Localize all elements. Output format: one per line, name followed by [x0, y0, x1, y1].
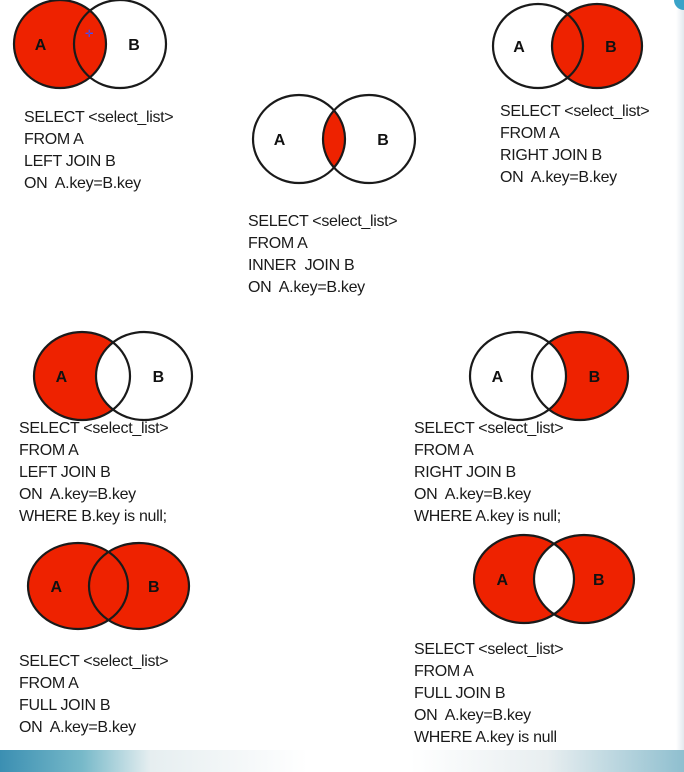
sql-line: RIGHT JOIN B	[500, 147, 602, 164]
intersection-area	[96, 332, 130, 420]
circle-a-outline	[12, 0, 108, 90]
label-b: B	[148, 579, 160, 596]
sql-line: SELECT <select_list>	[500, 103, 650, 120]
label-b: B	[153, 369, 165, 386]
circle-b-outline	[530, 330, 630, 422]
sql-line: FROM A	[248, 235, 308, 252]
label-a: A	[513, 39, 525, 56]
sql-line: SELECT <select_list>	[414, 420, 564, 437]
sql-line: SELECT <select_list>	[19, 420, 169, 437]
sql-line: FROM A	[414, 663, 474, 680]
sql-line: ON A.key=B.key	[19, 486, 136, 503]
label-b: B	[128, 37, 140, 54]
sql-line: LEFT JOIN B	[19, 464, 111, 481]
label-a: A	[51, 579, 63, 596]
sql-line: ON A.key=B.key	[500, 169, 617, 186]
circle-a-outline	[26, 541, 130, 631]
circle-a-outline	[32, 330, 132, 422]
sql-line: FROM A	[414, 442, 474, 459]
circle-b-outline	[321, 93, 417, 185]
sql-line: WHERE A.key is null;	[414, 508, 561, 525]
sql-full-join: SELECT <select_list> FROM A FULL JOIN B ON …	[19, 651, 169, 739]
cursor-mark: ✛	[85, 29, 94, 40]
circle-a-outline	[491, 2, 585, 90]
sql-line: ON A.key=B.key	[19, 719, 136, 736]
circle-a-outline	[472, 533, 576, 625]
sql-line: SELECT <select_list>	[248, 213, 398, 230]
sql-inner-join: SELECT <select_list> FROM A INNER JOIN B ON…	[248, 211, 398, 299]
sql-line: FROM A	[19, 442, 79, 459]
slide-corner-accent	[674, 0, 684, 10]
intersection-area	[532, 332, 566, 420]
slide-edge-right	[676, 0, 684, 772]
label-a: A	[56, 369, 68, 386]
sql-line: WHERE A.key is null	[414, 729, 557, 746]
slide-edge-bottom	[0, 750, 684, 772]
sql-line: RIGHT JOIN B	[414, 464, 516, 481]
label-a: A	[497, 572, 509, 589]
sql-line: SELECT <select_list>	[19, 653, 169, 670]
circle-b-outline	[87, 541, 191, 631]
sql-line: WHERE B.key is null;	[19, 508, 167, 525]
label-a: A	[492, 369, 504, 386]
sql-right-join: SELECT <select_list> FROM A RIGHT JOIN B ON…	[500, 101, 650, 189]
intersection-area	[552, 4, 583, 88]
sql-line: LEFT JOIN B	[24, 153, 116, 170]
sql-line: INNER JOIN B	[248, 257, 355, 274]
label-a: A	[35, 37, 47, 54]
sql-line: ON A.key=B.key	[24, 175, 141, 192]
intersection-area	[74, 0, 106, 88]
circle-b-outline	[532, 533, 636, 625]
sql-line: ON A.key=B.key	[248, 279, 365, 296]
label-b: B	[605, 39, 617, 56]
circle-b-outline	[94, 330, 194, 422]
sql-left-join-exclusive: SELECT <select_list> FROM A LEFT JOIN B ON …	[19, 418, 169, 528]
sql-line: FULL JOIN B	[19, 697, 111, 714]
circle-b-outline	[550, 2, 644, 90]
intersection-area	[534, 535, 574, 623]
sql-line: SELECT <select_list>	[24, 109, 174, 126]
intersection-area	[89, 543, 128, 629]
sql-line: SELECT <select_list>	[414, 641, 564, 658]
circle-a-outline	[468, 330, 568, 422]
circle-a-area	[253, 95, 345, 183]
sql-line: FROM A	[19, 675, 79, 692]
sql-left-join: SELECT <select_list> FROM A LEFT JOIN B ON …	[24, 107, 174, 195]
sql-right-join-exclusive: SELECT <select_list> FROM A RIGHT JOIN B ON…	[414, 418, 564, 528]
sql-line: FROM A	[24, 131, 84, 148]
sql-line: FULL JOIN B	[414, 685, 506, 702]
sql-line: ON A.key=B.key	[414, 707, 531, 724]
label-b: B	[377, 132, 389, 149]
circle-b-outline	[72, 0, 168, 90]
label-b: B	[589, 369, 601, 386]
circle-a-outline	[251, 93, 347, 185]
sql-line: ON A.key=B.key	[414, 486, 531, 503]
label-b: B	[593, 572, 605, 589]
label-a: A	[274, 132, 286, 149]
sql-line: FROM A	[500, 125, 560, 142]
circle-b-area	[323, 95, 415, 183]
